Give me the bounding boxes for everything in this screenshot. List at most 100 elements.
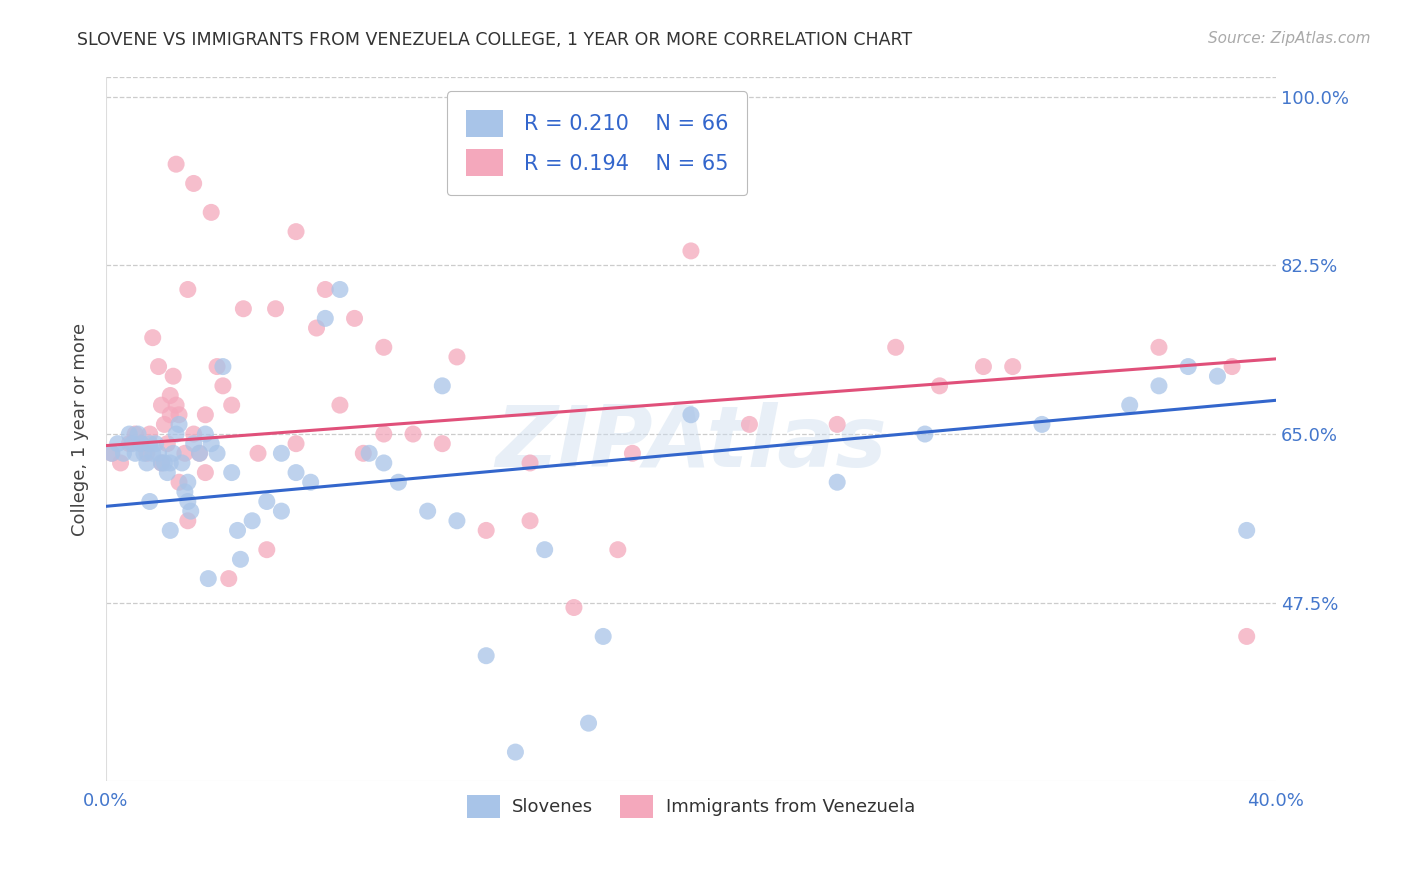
Legend: Slovenes, Immigrants from Venezuela: Slovenes, Immigrants from Venezuela [460, 789, 922, 825]
Point [1220, 359, 1243, 374]
Point [533, 542, 555, 557]
Point [100, 446, 122, 460]
Point [475, 648, 498, 663]
Point [197, 572, 219, 586]
Point [177, 283, 200, 297]
Point [578, 716, 600, 731]
Point [142, 331, 165, 345]
Point [139, 436, 162, 450]
Point [162, 446, 184, 460]
Point [139, 427, 162, 442]
Point [432, 379, 454, 393]
Point [505, 745, 527, 759]
Point [165, 398, 187, 412]
Point [329, 398, 352, 412]
Point [218, 572, 240, 586]
Point [232, 301, 254, 316]
Point [173, 484, 195, 499]
Point [188, 446, 211, 460]
Point [221, 466, 243, 480]
Point [359, 446, 381, 460]
Point [107, 436, 129, 450]
Point [121, 436, 143, 450]
Point [1236, 629, 1258, 643]
Point [200, 205, 222, 219]
Point [194, 408, 217, 422]
Point [825, 475, 848, 490]
Point [432, 436, 454, 450]
Point [825, 417, 848, 432]
Point [314, 311, 336, 326]
Point [928, 379, 950, 393]
Point [1147, 340, 1170, 354]
Point [165, 427, 187, 442]
Point [240, 514, 263, 528]
Point [159, 456, 181, 470]
Text: Source: ZipAtlas.com: Source: ZipAtlas.com [1208, 31, 1371, 46]
Point [177, 475, 200, 490]
Point [256, 494, 278, 508]
Point [162, 369, 184, 384]
Point [142, 446, 165, 460]
Point [314, 283, 336, 297]
Point [592, 629, 614, 643]
Point [177, 494, 200, 508]
Point [167, 408, 190, 422]
Point [914, 427, 936, 442]
Point [100, 446, 122, 460]
Point [373, 340, 395, 354]
Point [972, 359, 994, 374]
Point [194, 466, 217, 480]
Point [135, 446, 157, 460]
Point [194, 427, 217, 442]
Point [270, 446, 292, 460]
Point [135, 456, 157, 470]
Point [446, 350, 468, 364]
Point [150, 398, 173, 412]
Point [167, 417, 190, 432]
Point [183, 427, 205, 442]
Point [1001, 359, 1024, 374]
Point [738, 417, 761, 432]
Point [118, 436, 141, 450]
Point [153, 456, 176, 470]
Point [148, 446, 170, 460]
Point [112, 446, 135, 460]
Point [256, 542, 278, 557]
Point [299, 475, 322, 490]
Point [606, 542, 628, 557]
Point [127, 427, 149, 442]
Point [1177, 359, 1199, 374]
Point [402, 427, 425, 442]
Point [226, 524, 249, 538]
Point [229, 552, 252, 566]
Point [170, 456, 193, 470]
Point [1118, 398, 1140, 412]
Point [285, 466, 308, 480]
Point [183, 177, 205, 191]
Text: ZIPAtlas: ZIPAtlas [495, 401, 887, 484]
Point [247, 446, 270, 460]
Point [352, 446, 374, 460]
Point [416, 504, 439, 518]
Point [212, 359, 235, 374]
Point [188, 446, 211, 460]
Point [183, 436, 205, 450]
Point [177, 514, 200, 528]
Point [139, 494, 162, 508]
Point [519, 456, 541, 470]
Point [173, 446, 195, 460]
Point [156, 436, 179, 450]
Point [884, 340, 907, 354]
Point [205, 359, 228, 374]
Point [285, 436, 308, 450]
Point [129, 436, 152, 450]
Point [205, 446, 228, 460]
Point [1031, 417, 1053, 432]
Point [446, 514, 468, 528]
Point [212, 379, 235, 393]
Point [148, 359, 170, 374]
Point [150, 456, 173, 470]
Point [1147, 379, 1170, 393]
Point [159, 408, 181, 422]
